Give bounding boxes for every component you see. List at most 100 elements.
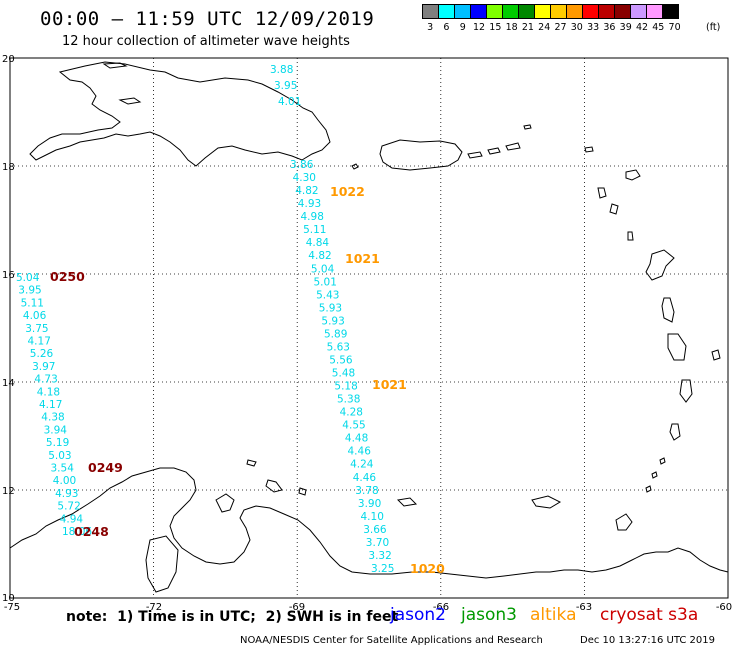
track-value: 3.94	[44, 424, 68, 436]
coastline-anguilla	[584, 146, 594, 153]
satellite-legend-item: jason2	[390, 605, 446, 625]
colorbar-swatch	[662, 4, 679, 19]
colorbar-unit: (ft)	[706, 22, 721, 33]
track-value: 4.00	[53, 475, 76, 487]
track-value: 5.63	[327, 342, 350, 354]
colorbar-label: 3	[427, 22, 434, 33]
track-value: 4.82	[308, 250, 331, 262]
pass-label: 1021	[345, 251, 380, 266]
track-value: 4.24	[350, 459, 374, 471]
satellite-legend-item: jason3	[461, 605, 517, 625]
track-value: 5.93	[321, 315, 344, 327]
lat-tick-label: 20	[2, 54, 15, 65]
satellite-legend-item: cryosat s3a	[600, 605, 699, 625]
lat-tick-label: 14	[2, 378, 15, 389]
lon-tick-label: -69	[289, 602, 305, 613]
track-value: 3.54	[51, 463, 75, 475]
track-value: 5.04	[16, 272, 40, 284]
altimeter-tracks: 3.883.954.013.864.304.824.934.985.114.84…	[16, 64, 394, 575]
lat-tick-label: 12	[2, 486, 15, 497]
track-value: 4.18	[37, 386, 60, 398]
track-value: 5.89	[324, 328, 347, 340]
track-value: 5.72	[57, 501, 80, 513]
track-value: 3.32	[368, 550, 391, 562]
coastline-lake-maracaibo	[145, 535, 179, 593]
track-value: 4.98	[301, 211, 324, 223]
track-value: 5.11	[21, 297, 44, 309]
lat-axis-labels: 20 18 16 14 12 10	[2, 54, 15, 604]
coastline-paraguana	[215, 493, 235, 513]
track-value: 3.70	[366, 537, 389, 549]
coastline-abc-islands	[246, 459, 307, 496]
track-value: 4.93	[55, 488, 78, 500]
coastline-mona	[351, 163, 359, 170]
coastline-margarita	[531, 495, 562, 509]
track-value: 5.38	[337, 394, 360, 406]
colorbar-label: 45	[652, 22, 665, 33]
coastline-grenadines	[645, 457, 666, 493]
track-value: 4.17	[39, 399, 62, 411]
lon-tick-label: -66	[433, 602, 449, 613]
coastline-los-roques	[396, 497, 418, 507]
track-value: 4.55	[342, 420, 365, 432]
track-value: 5.01	[314, 276, 337, 288]
track-value: 3.88	[270, 64, 293, 76]
lon-tick-label: -63	[576, 602, 592, 613]
colorbar-label: 70	[668, 22, 681, 33]
track-value: 3.86	[290, 159, 314, 171]
coastline-montserrat	[627, 231, 634, 241]
track-value: 4.28	[340, 407, 363, 419]
track-value: 18.06	[62, 526, 92, 538]
colorbar	[422, 4, 679, 19]
coastline-mainland	[9, 467, 729, 579]
track-value: 4.30	[293, 172, 316, 184]
coastline-virgin-islands	[487, 124, 532, 155]
track-value: 5.11	[303, 224, 326, 236]
colorbar-label: 27	[554, 22, 567, 33]
track-value: 4.46	[353, 472, 377, 484]
colorbar-label: 24	[538, 22, 551, 33]
track-value: 4.01	[278, 96, 301, 108]
colorbar-label: 30	[570, 22, 583, 33]
lat-tick-label: 16	[2, 270, 15, 281]
coastline-st-kitts	[597, 187, 619, 215]
colorbar-labels: 3 6 9 12 15 18 21 24 27 30 33 36 39 42 45 70	[422, 22, 683, 33]
coastline-st-vincent	[669, 423, 681, 441]
track-value: 3.78	[355, 485, 378, 497]
track-value: 5.18	[334, 381, 357, 393]
track-value: 5.93	[319, 302, 342, 314]
coastline-barbados	[711, 349, 721, 361]
track-value: 4.17	[28, 336, 51, 348]
track-value: 3.25	[371, 563, 394, 575]
track-value: 5.43	[316, 289, 339, 301]
track-value: 4.82	[295, 185, 318, 197]
coastline-hispaniola	[29, 61, 331, 167]
lon-axis-labels: -75 -72 -69 -66 -63 -60	[4, 602, 732, 613]
coastline-puerto-rico	[379, 139, 463, 171]
pass-label: 0248	[74, 524, 109, 539]
colorbar-label: 9	[459, 22, 466, 33]
track-value: 5.26	[30, 348, 54, 360]
track-value: 4.38	[41, 412, 64, 424]
track-value: 3.95	[274, 80, 297, 92]
lat-tick-label: 18	[2, 162, 15, 173]
coastline-vieques	[467, 151, 483, 159]
track-value: 5.56	[329, 355, 353, 367]
footer-timestamp: Dec 10 13:27:16 UTC 2019	[580, 635, 715, 646]
page-title: 00:00 – 11:59 UTC 12/09/2019	[40, 8, 375, 30]
track-value: 4.10	[361, 511, 384, 523]
pass-label: 1020	[410, 561, 445, 576]
lon-tick-label: -72	[146, 602, 162, 613]
track-value: 5.19	[46, 437, 69, 449]
track-value: 3.66	[363, 524, 387, 536]
track-value: 3.90	[358, 498, 381, 510]
page-subtitle: 12 hour collection of altimeter wave hei…	[62, 34, 350, 49]
track-value: 4.94	[60, 513, 84, 525]
footer-note: note: 1) Time is in UTC; 2) SWH is in fe…	[66, 609, 399, 625]
track-value: 3.75	[25, 323, 48, 335]
lat-tick-label: 10	[2, 593, 15, 604]
track-value: 5.48	[332, 368, 355, 380]
coastline-guadeloupe	[645, 249, 675, 281]
colorbar-label: 6	[443, 22, 450, 33]
track-value: 3.95	[18, 285, 41, 297]
